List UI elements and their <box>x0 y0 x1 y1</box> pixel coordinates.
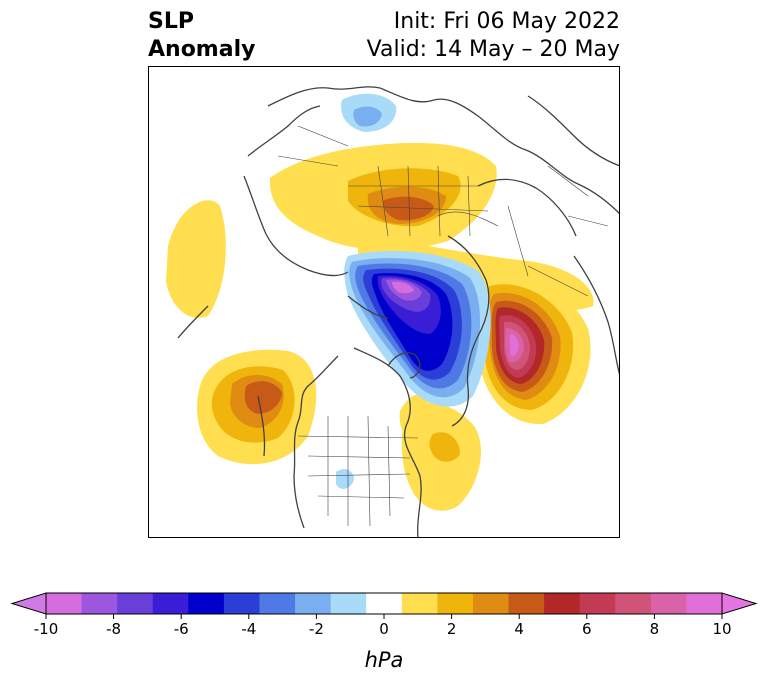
valid-range: Valid: 14 May – 20 May <box>366 37 620 62</box>
colorbar-tick-label: -6 <box>174 620 189 638</box>
colorbar-box <box>472 593 510 614</box>
anomaly-map <box>148 66 620 538</box>
colorbar-box <box>686 593 723 614</box>
colorbar-box <box>366 593 403 614</box>
title-variable: SLP <box>148 9 194 34</box>
colorbar-tick-label: 8 <box>650 620 660 638</box>
anomaly-high-greenland-east <box>476 273 591 425</box>
colorbar-box <box>508 593 545 614</box>
coastlines <box>177 86 620 538</box>
colorbar-box <box>544 593 581 614</box>
anomaly-high-western-atlantic <box>399 394 481 511</box>
colorbar-box <box>259 593 296 614</box>
title-right: Init: Fri 06 May 2022 Valid: 14 May – 20… <box>367 8 620 64</box>
colorbar-box <box>579 593 616 614</box>
colorbar-box <box>295 593 332 614</box>
colorbar-unit-label: hPa <box>365 648 404 672</box>
colorbar-tick-label: 10 <box>712 620 731 638</box>
colorbar-tick-label: -10 <box>34 620 59 638</box>
colorbar-tick-label: 6 <box>582 620 592 638</box>
anomaly-low-central-us <box>336 469 354 489</box>
colorbar-ticks: -10 -8 -6 -4 -2 0 2 4 6 8 10 <box>34 614 732 638</box>
title-left: SLP Anomaly <box>148 8 255 64</box>
init-date: Init: Fri 06 May 2022 <box>393 9 620 34</box>
map-frame <box>148 66 620 538</box>
colorbar-tick-label: 4 <box>514 620 524 638</box>
anomaly-high-west-pacific <box>166 200 226 318</box>
colorbar-tick-label: 0 <box>379 620 389 638</box>
country-borders <box>277 125 609 527</box>
colorbar-box <box>330 593 367 614</box>
colorbar-box <box>117 593 154 614</box>
colorbar-boxes <box>10 592 758 615</box>
colorbar-tick-label: -2 <box>309 620 324 638</box>
colorbar-box <box>615 593 652 614</box>
colorbar-extend-under <box>10 592 47 615</box>
colorbar-box <box>152 593 189 614</box>
colorbar-box <box>46 593 83 614</box>
colorbar-tick-label: 2 <box>447 620 457 638</box>
colorbar-extend-over <box>721 592 758 615</box>
colorbar-box <box>437 593 474 614</box>
title-type: Anomaly <box>148 37 256 62</box>
colorbar-tick-label: -8 <box>106 620 121 638</box>
anomaly-low-canadian-arctic <box>344 251 491 407</box>
colorbar-box <box>223 593 260 614</box>
colorbar-box <box>81 593 118 614</box>
colorbar-box <box>401 593 438 614</box>
anomaly-low-east-siberian-sea <box>341 93 397 132</box>
colorbar-box <box>188 593 225 614</box>
colorbar-tick-label: -4 <box>241 620 256 638</box>
colorbar: -10 -8 -6 -4 -2 0 2 4 6 8 10 hPa <box>10 592 758 672</box>
anomaly-high-north-pacific <box>197 349 317 465</box>
colorbar-box <box>650 593 687 614</box>
